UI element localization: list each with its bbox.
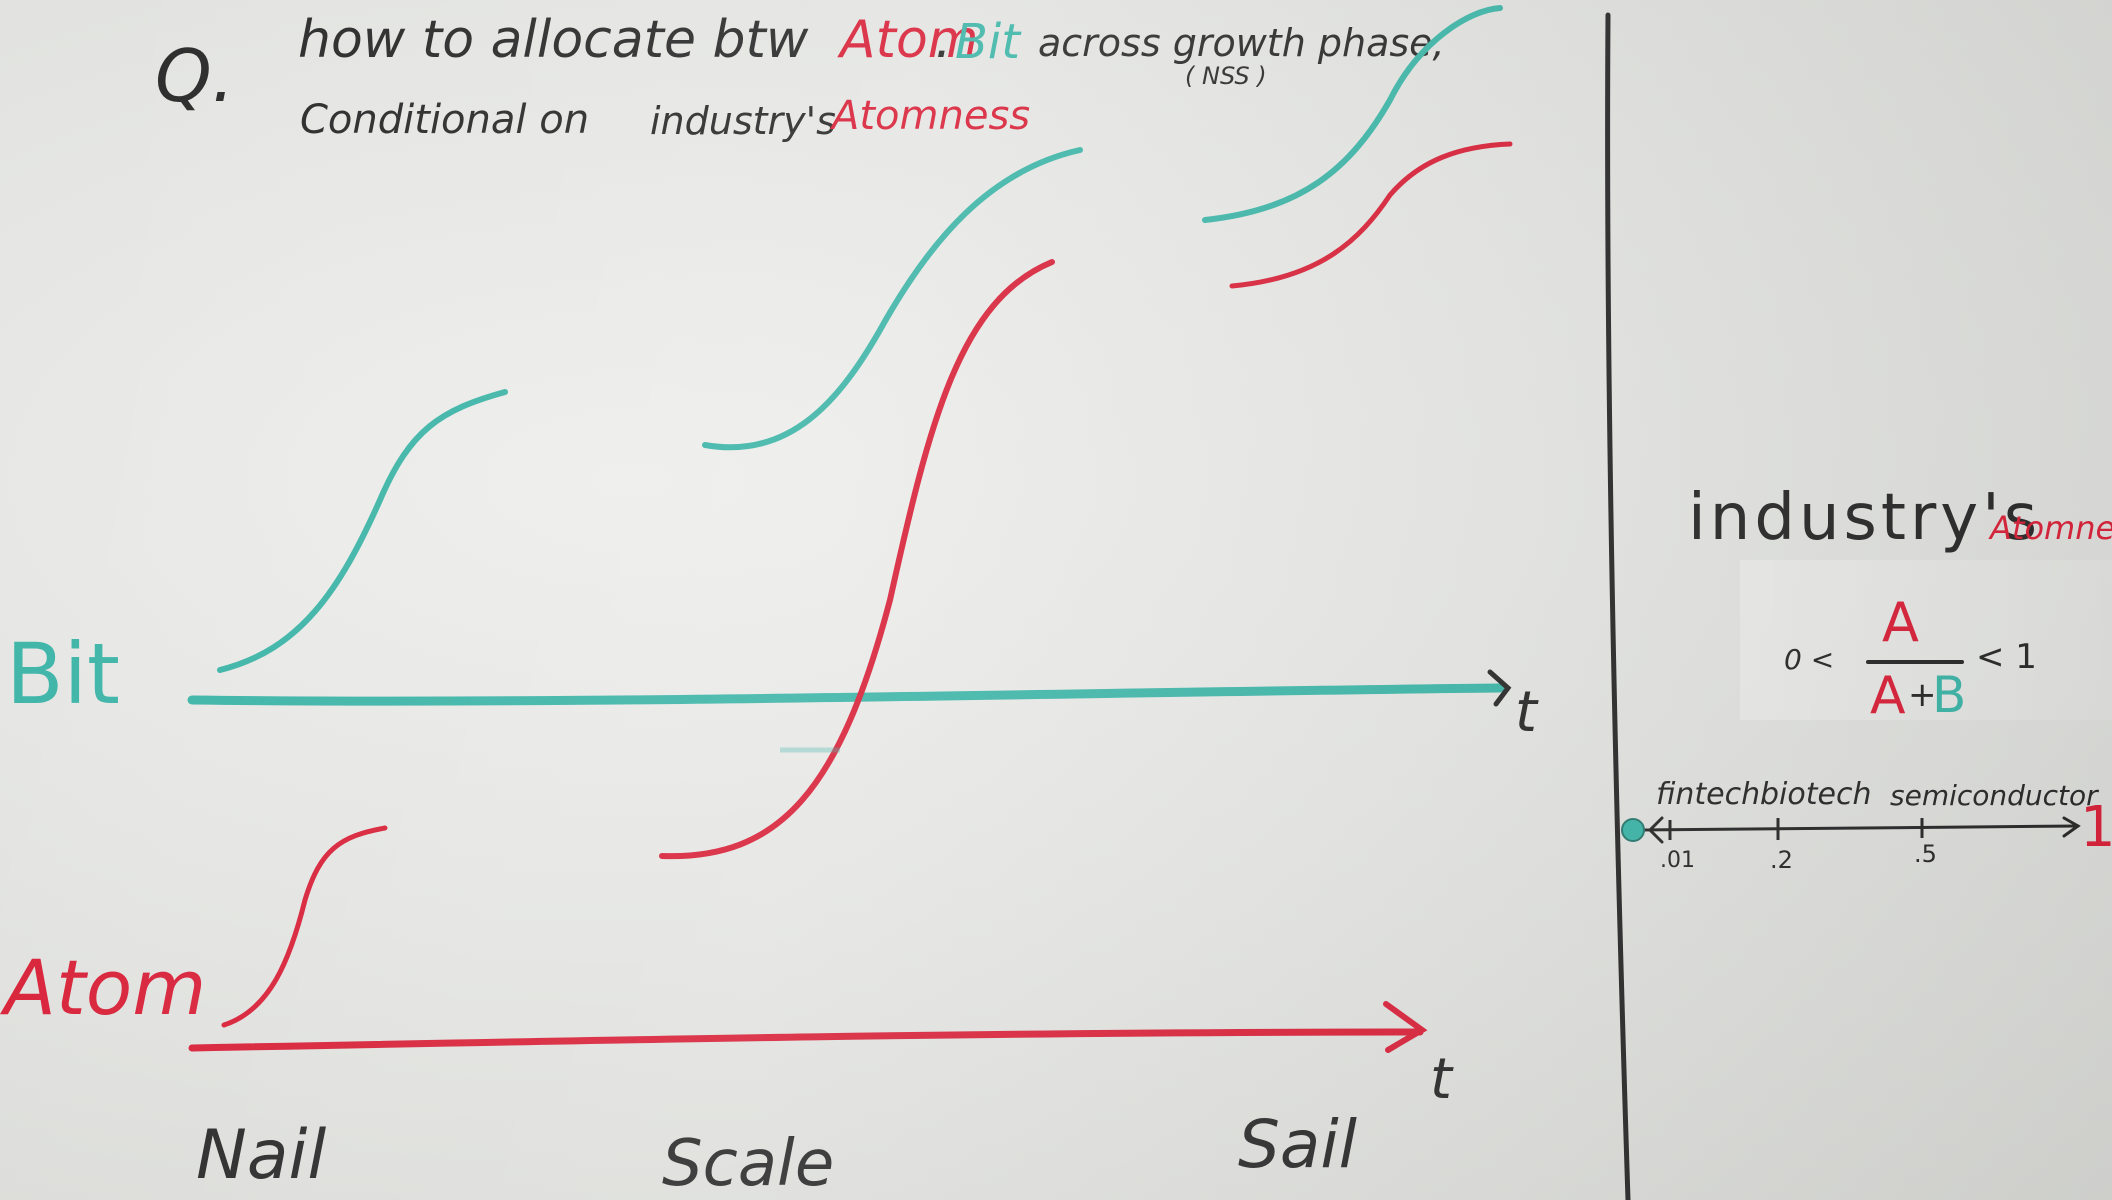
phase-label-sail: Sail [1238,1106,1358,1183]
vertical-divider [1605,12,1631,1200]
question-marker: Q. [155,34,235,118]
question-bit-word: Bit [955,14,1021,70]
number-line-left-arrowhead [1647,816,1664,844]
scale-atom-curve [659,259,1055,860]
scale-bit-curve [702,147,1083,451]
sail-atom-curve [1229,141,1513,289]
fraction-denominator-a: A [1870,666,1906,726]
nail-bit-curve [217,389,508,673]
fraction-lhs: 0 < [1784,643,1835,676]
atom-axis-line [188,1028,1424,1052]
atomness-number-line [1638,824,2080,832]
atom-axis-label: Atom [4,943,207,1032]
bit-axis-label: Bit [6,625,120,723]
question-line1-prefix: how to allocate btw [298,10,809,70]
number-line-right-arrowhead [2062,816,2081,838]
question-line2-prefix: Conditional on [300,97,590,143]
fraction-denominator-b: B [1932,666,1967,724]
question-atom-word: Atom [840,10,979,70]
question-nss-note: ( NSS ) [1185,62,1267,90]
nail-atom-curve [221,825,388,1028]
bit-axis-line [187,683,1505,706]
sail-bit-curve [1202,5,1503,223]
question-line2-industry: industry's [650,99,836,143]
number-line-end-label: 1 [2080,795,2112,860]
fraction-rhs: < 1 [1976,637,2037,677]
atom-axis-arrowhead [1383,1001,1428,1053]
question-line1-suffix: across growth phase, [1038,21,1445,65]
tick-label-5: .5 [1914,840,1937,868]
question-dot: . [935,10,952,70]
number-line-origin-dot [1621,818,1645,842]
industry-label-biotech: biotech [1760,777,1872,812]
phase-label-scale: Scale [662,1127,835,1200]
industry-label-semiconductor: semiconductor [1890,779,2098,812]
tick-label-2: .2 [1770,846,1793,874]
bit-axis-arrowhead [1487,669,1512,707]
industry-label-fintech: fintech [1656,777,1761,812]
phase-label-nail: Nail [196,1116,327,1195]
tick-label-01: .01 [1660,848,1695,873]
sidebar-title: industry's [1688,481,2042,555]
sidebar-title-atomness: Atomness [1990,509,2112,547]
bit-axis-t-label: t [1515,680,1537,745]
fraction-denominator-plus: + [1908,675,1937,715]
window-reflection [1740,560,2112,720]
fraction-numerator: A [1882,591,1919,654]
question-atomness-word: Atomness [832,93,1031,139]
atom-axis-t-label: t [1430,1047,1452,1112]
